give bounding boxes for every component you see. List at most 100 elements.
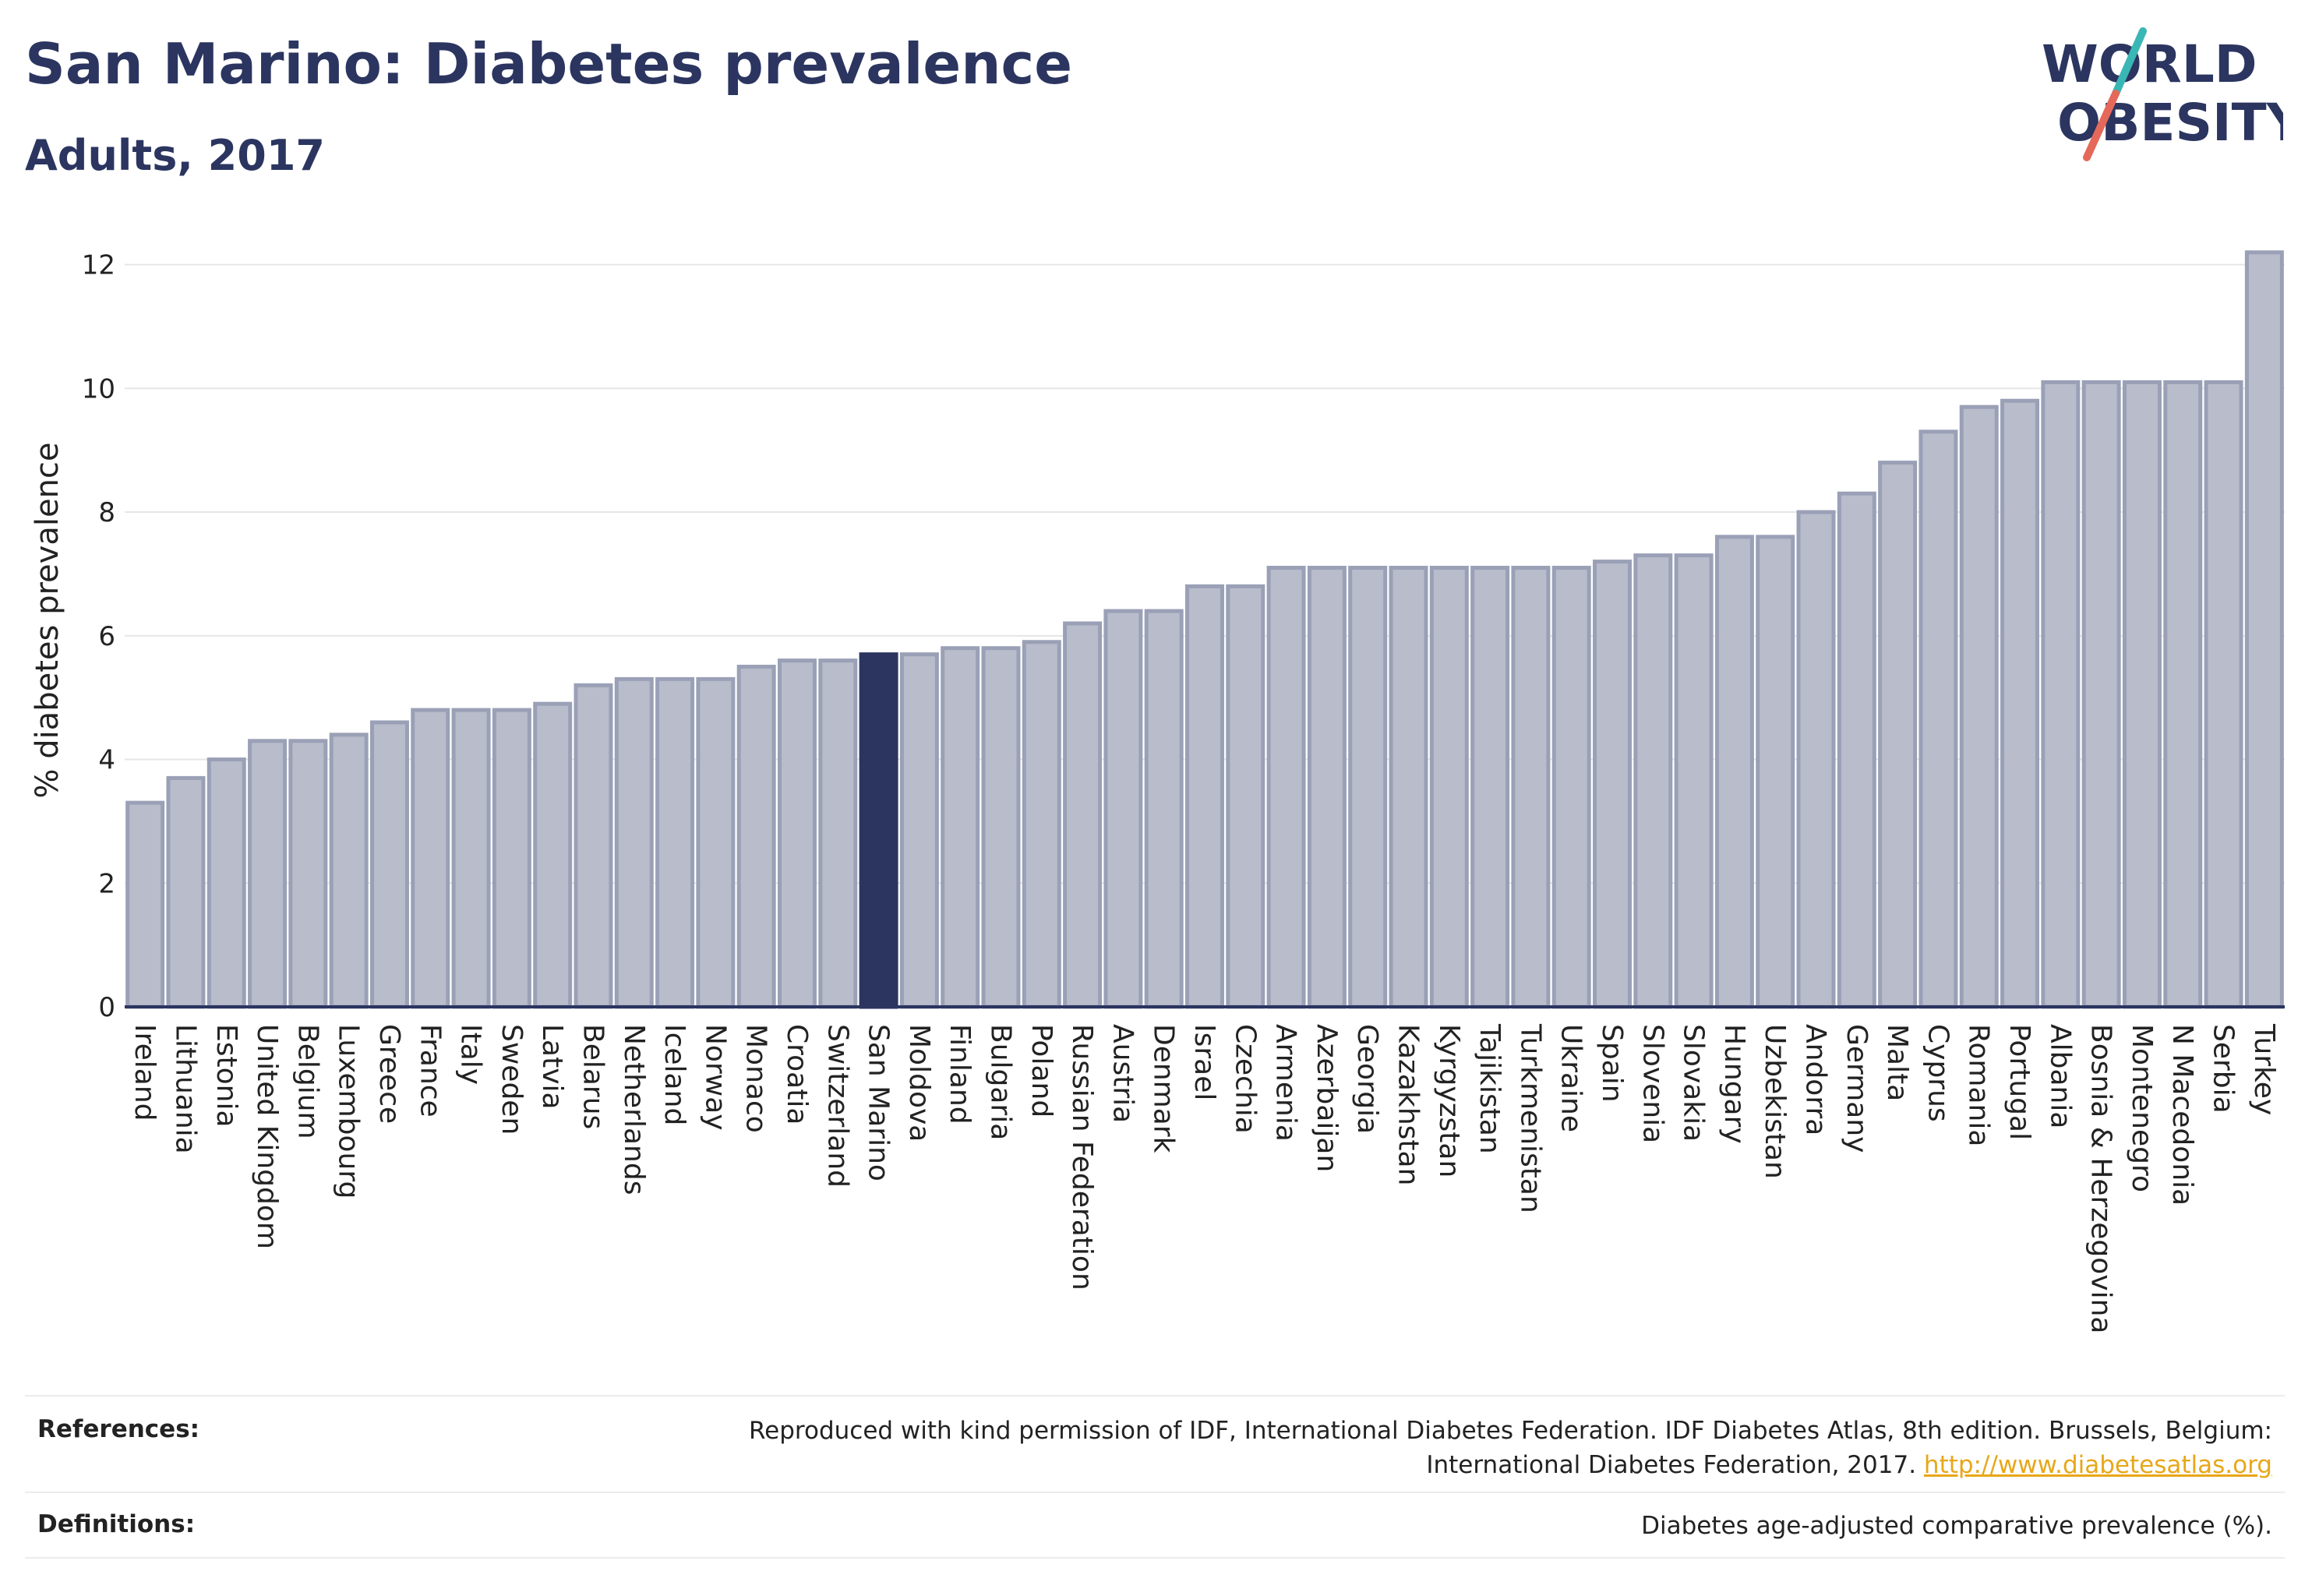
bar-finland [941,646,980,1009]
bar-albania [2041,380,2081,1009]
x-tick-label: Latvia [536,1024,568,1110]
bar-monaco [736,665,776,1009]
bar-greece [369,720,409,1009]
bar-hungary [1714,535,1754,1009]
x-tick-label: Spain [1596,1024,1628,1103]
x-tick-label: Azerbaijan [1311,1024,1343,1172]
x-tick-label: France [414,1024,446,1118]
bar-andorra [1796,510,1836,1009]
x-tick-label: Iceland [658,1024,690,1125]
x-tick-label: Turkey [2248,1023,2280,1115]
definitions-label: Definitions: [37,1510,196,1538]
definitions-row: Definitions: Diabetes age-adjusted compa… [25,1492,2285,1559]
bar-azerbaijan [1307,566,1347,1009]
bar-denmark [1144,609,1184,1009]
bar-united-kingdom [248,739,288,1009]
x-tick-label: Slovakia [1678,1024,1710,1142]
bar-ireland [125,800,165,1009]
bar-germany [1837,491,1876,1009]
x-tick-label: Cyprus [1922,1024,1954,1122]
bar-belgium [288,739,328,1009]
bar-sweden [492,708,531,1009]
bar-chart: 0 2 4 6 8 10 12 % diabetes prevalence Ireland Lit… [30,250,2285,1333]
chart-title: San Marino: Diabetes prevalence [25,31,1073,97]
x-tick-label: Ireland [129,1024,161,1121]
x-tick-label: Romania [1963,1024,1995,1146]
x-tick-label: Estonia [210,1024,242,1128]
x-tick-label: Luxembourg [333,1024,365,1199]
x-tick-label: San Marino [863,1024,895,1181]
bar-serbia [2204,380,2243,1009]
x-tick-label: United Kingdom [251,1024,283,1249]
x-tick-label: N Macedonia [2166,1024,2198,1206]
references-text-line2: International Diabetes Federation, 2017. [1426,1451,1917,1479]
x-tick-label: Lithuania [169,1024,201,1154]
x-tick-label: Andorra [1800,1024,1832,1135]
x-tick-label: Portugal [2003,1024,2035,1140]
chart-subtitle: Adults, 2017 [25,131,325,180]
bar-bulgaria [981,646,1021,1009]
references-label: References: [37,1415,200,1443]
references-link[interactable]: http://www.diabetesatlas.org [1923,1451,2272,1479]
x-tick-label: Monaco [740,1024,772,1133]
x-tick-label: Belarus [577,1024,609,1129]
bar-netherlands [614,676,654,1009]
definitions-text: Diabetes age-adjusted comparative preval… [1641,1512,2272,1540]
x-tick-label: Czechia [1229,1024,1261,1134]
bar-san-marino [859,652,898,1009]
bar-turkey [2244,250,2284,1009]
x-tick-label: Netherlands [618,1024,650,1195]
x-tick-label: Bulgaria [984,1024,1016,1140]
bar-spain [1593,560,1633,1009]
bar-croatia [777,659,817,1009]
x-tick-label: Sweden [496,1024,528,1135]
bar-montenegro [2122,380,2162,1009]
x-tick-label: Slovenia [1636,1024,1668,1143]
bar-norway [696,676,736,1009]
bar-czechia [1226,584,1265,1009]
x-tick-label: Russian Federation [1066,1024,1098,1291]
x-tick-label: Belgium [291,1024,323,1139]
bar-romania [1959,404,1999,1009]
x-tick-label: Malta [1881,1024,1913,1101]
bar-lithuania [166,775,206,1009]
bar-switzerland [818,659,858,1009]
x-tick-label: Moldova [903,1024,935,1142]
bar-france [411,708,450,1009]
logo-slash-teal [2112,27,2147,97]
references-text-line1: Reproduced with kind permission of IDF, … [749,1417,2272,1445]
x-tick-label: Albania [2044,1024,2076,1128]
x-tick-label: Kazakhstan [1393,1024,1424,1185]
x-tick-label: Croatia [781,1024,813,1125]
bar-armenia [1266,566,1306,1009]
y-tick-label: 0 [98,992,115,1023]
bar-turkmenistan [1511,566,1551,1009]
references-row: References: Reproduced with kind permiss… [25,1395,2285,1492]
bar-malta [1878,461,1918,1009]
bar-russian-federation [1063,621,1103,1009]
x-tick-label: Hungary [1718,1024,1750,1144]
bar-kyrgyzstan [1429,566,1469,1009]
bar-slovenia [1633,553,1673,1009]
world-obesity-logo: WORLD OBESITY [2042,27,2283,161]
x-tick-label: Israel [1188,1024,1220,1100]
x-tick-label: Switzerland [821,1024,853,1188]
y-axis-label: % diabetes prevalence [30,442,65,798]
bar-georgia [1348,566,1388,1009]
bar-estonia [206,757,246,1009]
bar-austria [1103,609,1143,1009]
x-tick-label: Denmark [1148,1024,1180,1153]
x-tick-label: Armenia [1270,1024,1302,1142]
x-tick-label: Bosnia & Herzegovina [2085,1024,2117,1333]
bar-cyprus [1918,429,1958,1009]
bar-bosnia-herzegovina [2081,380,2121,1009]
y-tick-label: 4 [98,745,115,776]
logo-slash-coral [2083,90,2120,161]
x-tick-label: Turkmenistan [1514,1023,1546,1213]
y-tick-label: 12 [82,250,115,281]
bar-tajikistan [1470,566,1510,1009]
logo-word-world: WORLD [2042,34,2257,94]
x-tick-label: Italy [455,1024,487,1085]
bar-slovakia [1674,553,1714,1009]
x-tick-label: Finland [944,1024,976,1125]
